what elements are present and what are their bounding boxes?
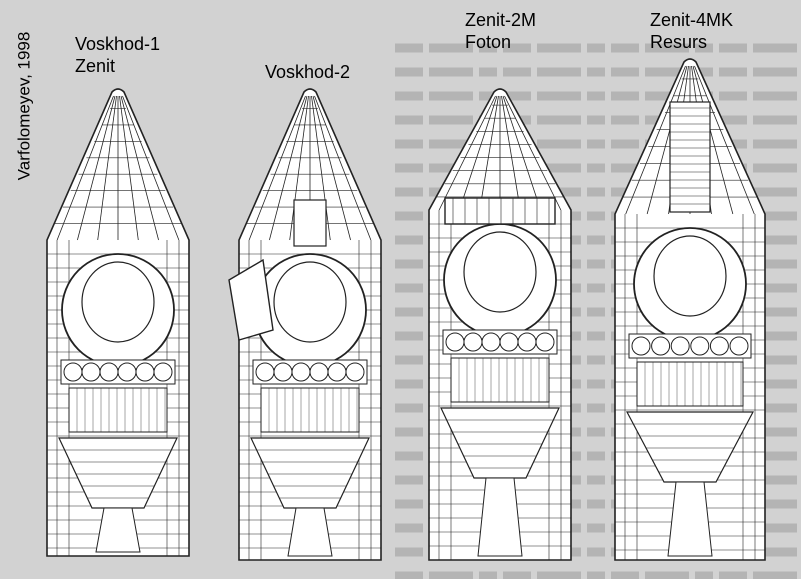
vehicle-2-name: Voskhod-2 — [265, 62, 351, 82]
gas-bottle — [291, 362, 311, 382]
gas-bottle — [535, 332, 555, 352]
airlock — [228, 258, 274, 341]
cone-rib — [311, 95, 331, 241]
descent-capsule — [633, 227, 747, 341]
cone-rib — [438, 95, 496, 211]
cone-rib — [56, 95, 114, 241]
engine-nozzle — [667, 481, 713, 557]
vehicle-3-name: Zenit-2M — [465, 10, 537, 30]
gas-bottle — [309, 362, 329, 382]
antenna-mast — [293, 199, 327, 247]
cone-rib — [248, 95, 306, 241]
engine-nozzle — [287, 507, 333, 557]
gas-bottle — [651, 336, 671, 356]
capsule-hatch — [81, 261, 155, 343]
gas-bottle — [117, 362, 137, 382]
gas-bottle — [135, 362, 155, 382]
cone-rib — [314, 95, 372, 241]
cone-rib — [312, 95, 351, 241]
adapter-cone — [626, 411, 754, 483]
vehicle-label-3: Zenit-2M Foton — [465, 9, 536, 53]
cone-rib — [77, 95, 116, 241]
cone-rib — [122, 95, 180, 241]
vehicle-label-4: Zenit-4MK Resurs — [650, 9, 733, 53]
vehicle-4-subname: Resurs — [650, 32, 708, 52]
gas-bottle — [63, 362, 83, 382]
gas-bottle — [481, 332, 501, 352]
adapter-cone — [250, 437, 370, 509]
vehicle-label-1: Voskhod-1 Zenit — [75, 33, 160, 77]
gas-bottle — [463, 332, 483, 352]
descent-capsule — [61, 253, 175, 367]
cone-rib — [119, 95, 139, 241]
descent-capsule — [443, 223, 557, 337]
cone-rib — [625, 65, 686, 215]
instrument-module — [260, 387, 360, 433]
instrument-module — [636, 361, 744, 407]
gas-bottle — [690, 336, 710, 356]
vehicle-3-subname: Foton — [465, 32, 512, 52]
gas-bottle — [153, 362, 173, 382]
adapter-cone — [58, 437, 178, 509]
vehicle-1-subname: Zenit — [75, 56, 116, 76]
cone-rib — [646, 65, 688, 215]
spacecraft-zenit-2m — [428, 88, 572, 561]
cone-rib — [289, 95, 309, 241]
vehicle-1-name: Voskhod-1 — [75, 34, 161, 54]
cone-rib — [692, 65, 734, 215]
cone-rib — [459, 95, 498, 211]
gas-bottle — [255, 362, 275, 382]
gas-bottle — [445, 332, 465, 352]
resurs-instrument-stack — [669, 101, 711, 213]
cone-rib — [502, 95, 541, 211]
spacecraft-voskhod-1 — [46, 88, 190, 557]
gas-bottle — [499, 332, 519, 352]
gas-bottle — [729, 336, 749, 356]
cone-rib — [269, 95, 308, 241]
vehicle-label-2: Voskhod-2 — [265, 61, 350, 83]
gas-bottle — [670, 336, 690, 356]
capsule-hatch — [463, 231, 537, 313]
gas-bottle — [709, 336, 729, 356]
adapter-cone — [440, 407, 560, 479]
cone-rib — [120, 95, 159, 241]
cone-rib — [694, 65, 755, 215]
instrument-module — [450, 357, 550, 403]
gas-bottle — [273, 362, 293, 382]
cone-rib — [479, 95, 499, 211]
credit-label: Varfolomeyev, 1998 — [14, 31, 34, 181]
gas-bottle — [81, 362, 101, 382]
instrument-module — [68, 387, 168, 433]
spacecraft-voskhod-2 — [228, 88, 382, 561]
payload-ring — [444, 197, 556, 225]
cone-rib — [501, 95, 521, 211]
capsule-hatch — [653, 235, 727, 317]
gas-bottle — [631, 336, 651, 356]
gas-bottle — [327, 362, 347, 382]
engine-nozzle — [477, 477, 523, 557]
cone-rib — [504, 95, 562, 211]
vehicle-4-name: Zenit-4MK — [650, 10, 734, 30]
capsule-hatch — [273, 261, 347, 343]
cone-rib — [97, 95, 117, 241]
gas-bottle — [99, 362, 119, 382]
gas-bottle — [517, 332, 537, 352]
spacecraft-zenit-4mk — [614, 58, 766, 561]
gas-bottle — [345, 362, 365, 382]
engine-nozzle — [95, 507, 141, 553]
